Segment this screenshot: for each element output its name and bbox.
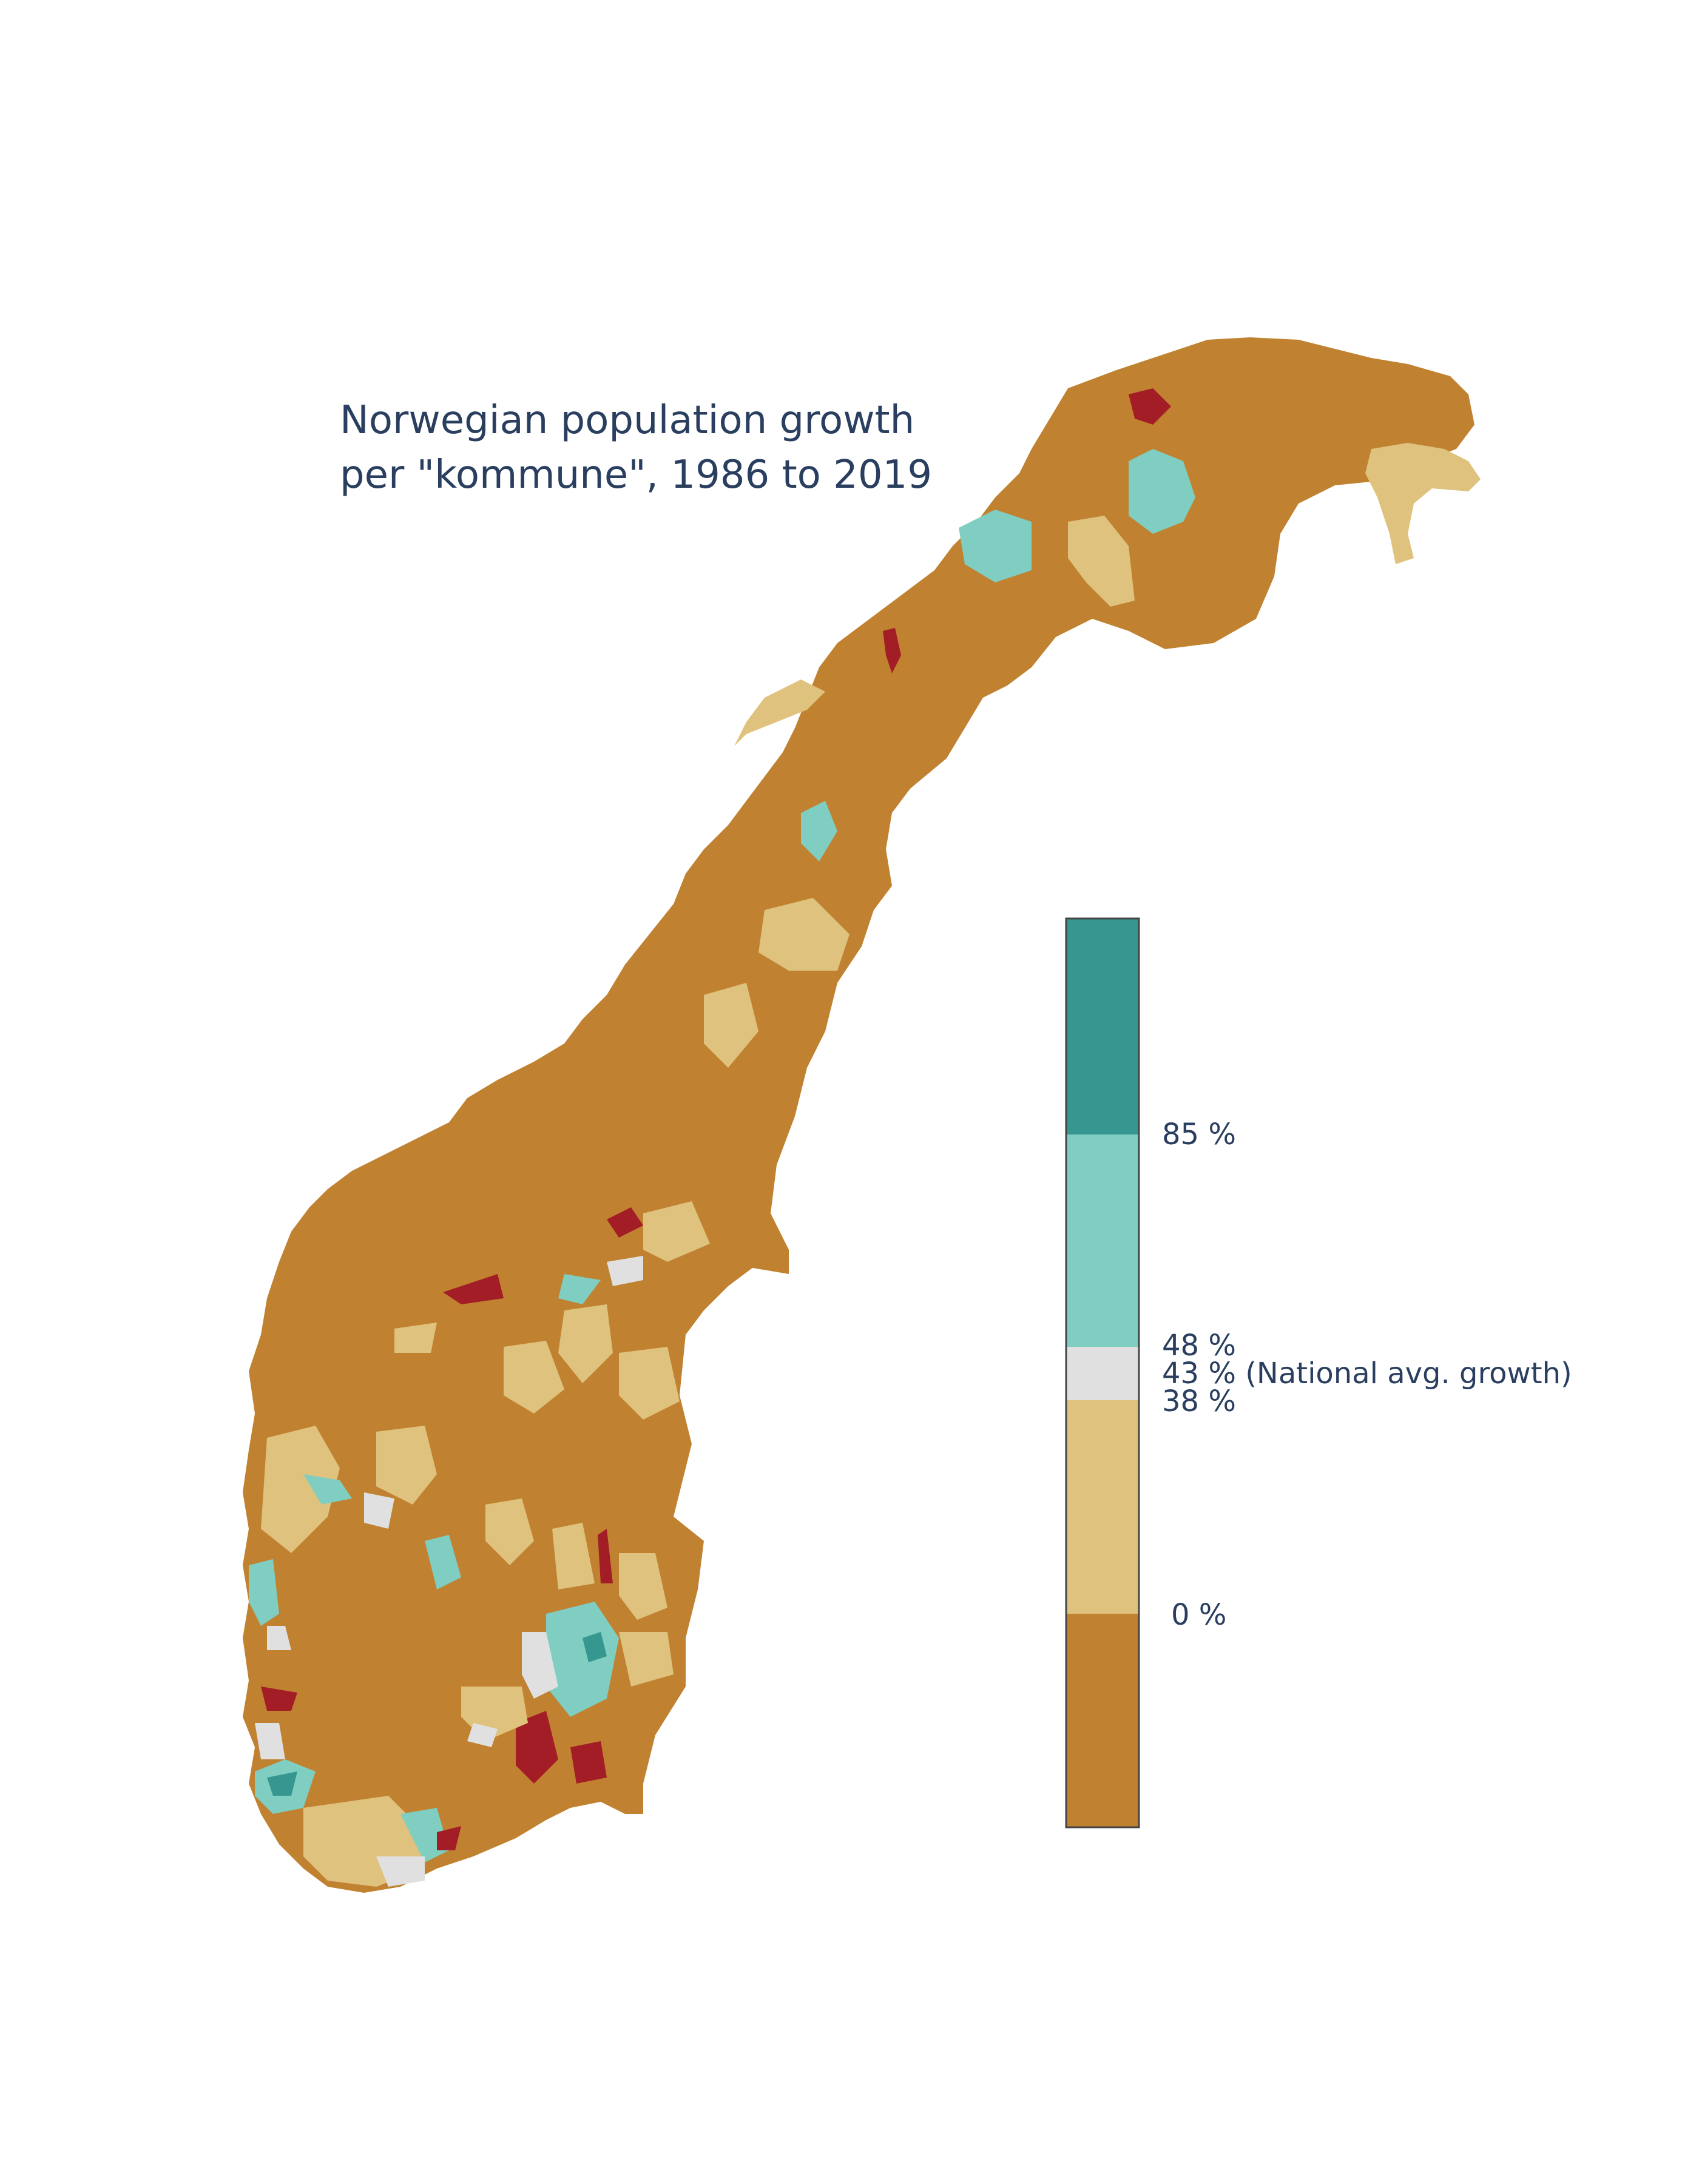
region-inland-4 xyxy=(485,1498,534,1565)
region-oslo-4 xyxy=(522,1632,558,1699)
region-trondheim-4 xyxy=(558,1274,601,1304)
varanger-peninsula xyxy=(1365,443,1481,564)
region-north-2 xyxy=(959,510,1032,582)
region-inland-3 xyxy=(619,1347,680,1420)
region-more-2 xyxy=(394,1323,437,1353)
region-oslo-3 xyxy=(619,1632,674,1687)
region-trondheim-2 xyxy=(607,1207,643,1238)
region-trondheim-3 xyxy=(607,1256,643,1286)
region-tromso xyxy=(883,628,901,673)
colorbar-tick-43: 43 % (National avg. growth) xyxy=(1162,1357,1572,1390)
colorbar-band-low-growth xyxy=(1066,1400,1139,1614)
region-vestland-2 xyxy=(376,1426,437,1505)
region-agder-4 xyxy=(437,1826,461,1850)
region-oslofjord-4 xyxy=(467,1723,498,1747)
region-north-4 xyxy=(1129,388,1171,425)
region-inland-1 xyxy=(504,1341,564,1414)
colorbar-band-decline xyxy=(1066,1614,1139,1827)
norway-map xyxy=(243,337,1481,1893)
region-north-1 xyxy=(1129,449,1195,534)
region-mid-2 xyxy=(704,983,758,1068)
colorbar-tick-48: 48 % xyxy=(1162,1329,1236,1363)
colorbar-band-very-high-growth xyxy=(1066,918,1139,1134)
region-rogaland-2 xyxy=(267,1771,297,1796)
region-lofoten xyxy=(734,679,825,746)
region-oslofjord-1 xyxy=(516,1711,558,1784)
region-bodo xyxy=(801,801,837,861)
map-title-line-1: Norwegian population growth xyxy=(340,398,915,443)
region-vestland-4 xyxy=(364,1492,394,1529)
colorbar-outline xyxy=(1065,917,1140,1828)
region-east-1 xyxy=(619,1553,667,1620)
region-oslo-2 xyxy=(583,1632,607,1662)
colorbar xyxy=(1065,917,1140,1828)
region-trondheim-1 xyxy=(643,1201,710,1262)
colorbar-tick-38: 38 % xyxy=(1162,1384,1236,1418)
region-rogaland-3 xyxy=(261,1687,297,1711)
region-vestland-1 xyxy=(261,1426,340,1553)
region-mid-1 xyxy=(758,898,850,971)
region-oslofjord-2 xyxy=(570,1741,607,1784)
region-rogaland-4 xyxy=(255,1723,285,1759)
region-bergen-1 xyxy=(249,1559,279,1626)
region-oslo-1 xyxy=(546,1602,619,1717)
colorbar-tick-0: 0 % xyxy=(1171,1598,1227,1632)
region-inland-6 xyxy=(552,1523,595,1589)
region-vestland-3 xyxy=(303,1474,352,1505)
map-title: Norwegian population growth per "kommune… xyxy=(340,393,932,502)
region-inland-5 xyxy=(425,1535,461,1589)
norway-mainland xyxy=(243,337,1474,1893)
region-north-3 xyxy=(1068,516,1135,607)
region-lillehammer xyxy=(598,1529,613,1583)
colorbar-tick-85: 85 % xyxy=(1162,1117,1236,1151)
map-title-line-2: per "kommune", 1986 to 2019 xyxy=(340,453,933,497)
colorbar-band-national-avg xyxy=(1066,1347,1139,1400)
region-agder-3 xyxy=(376,1856,425,1887)
region-more-1 xyxy=(443,1274,504,1304)
region-bergen-2 xyxy=(267,1626,291,1650)
region-inland-2 xyxy=(558,1304,613,1383)
colorbar-band-high-growth xyxy=(1066,1134,1139,1347)
